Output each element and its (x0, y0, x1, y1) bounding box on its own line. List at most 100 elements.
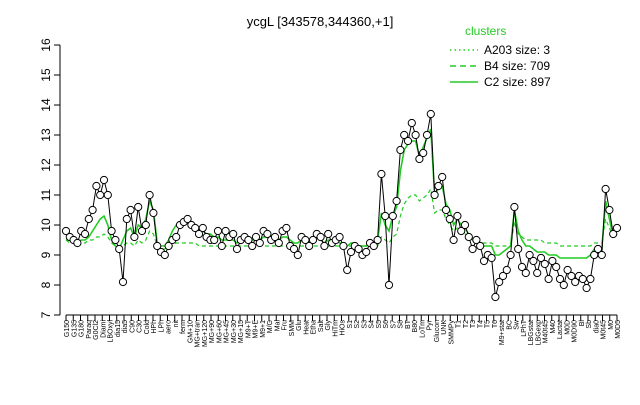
x-tick-label: Gly (325, 320, 332, 331)
x-tick-label: BC (506, 320, 513, 330)
x-tick-label: Glu (296, 320, 303, 331)
data-point (107, 226, 116, 236)
data-point (533, 268, 542, 278)
x-tick-label: HPh (151, 320, 158, 334)
y-tick-label: 10 (39, 218, 53, 232)
data-point (453, 211, 462, 221)
x-tick-label: HiOs (340, 320, 347, 336)
x-tick-label: G180 (79, 320, 86, 337)
data-point (407, 118, 416, 128)
data-point (320, 241, 329, 251)
x-tick-label: Salt (318, 320, 325, 332)
x-tick-label: MG+tran (195, 320, 202, 348)
x-tick-label: HiTm (332, 320, 339, 337)
x-tick-label: MG+90 (209, 320, 216, 343)
x-tick-label: M0D (564, 320, 571, 335)
data-point (84, 214, 93, 224)
data-point (506, 250, 515, 260)
data-point (164, 241, 173, 251)
data-point (597, 250, 606, 260)
data-point (130, 232, 139, 242)
data-point (430, 190, 439, 200)
x-tick-label: M0t45 (601, 320, 608, 340)
x-tick-label: Heat (303, 320, 310, 335)
data-point (92, 181, 101, 191)
data-point (563, 265, 572, 275)
x-tick-label: T1 (456, 320, 463, 328)
data-point (369, 241, 378, 251)
y-tick-label: 7 (39, 311, 53, 318)
data-point (529, 256, 538, 266)
x-tick-label: MG+45 (224, 320, 231, 343)
x-tick-label: Pyr (427, 319, 434, 330)
data-point (392, 196, 401, 206)
x-tick-label: M40t45 (543, 320, 550, 343)
data-point (137, 226, 147, 236)
y-tick-label: 8 (39, 281, 53, 288)
y-tick-label: 15 (39, 68, 53, 82)
data-point (582, 283, 591, 293)
x-tick-label: M/G (267, 320, 274, 333)
x-tick-label: Lactat (557, 320, 564, 339)
x-tick-label: Paraq (86, 320, 93, 339)
data-point (96, 190, 105, 200)
x-tick-label: S2 (354, 320, 361, 329)
data-point (111, 235, 120, 245)
x-tick-label: S7 (390, 320, 397, 329)
data-point (434, 181, 443, 191)
data-point (282, 223, 291, 233)
data-point (525, 250, 534, 260)
data-point (555, 274, 565, 284)
data-point (61, 226, 71, 236)
x-tick-label: MG+15 (238, 320, 245, 343)
data-point (270, 232, 280, 242)
data-point (335, 232, 344, 242)
data-point (457, 226, 466, 236)
data-point (552, 262, 561, 272)
data-point (540, 259, 549, 269)
data-point (419, 148, 428, 158)
series-line-data (65, 113, 618, 298)
data-point (548, 256, 557, 266)
data-point (464, 232, 473, 242)
data-point (339, 241, 348, 251)
data-point (487, 253, 496, 263)
x-tick-label: Diami (100, 320, 107, 338)
data-point (308, 235, 318, 245)
data-point (346, 247, 356, 257)
data-point (160, 250, 169, 260)
data-point (118, 277, 128, 287)
x-tick-label: LBOxyl (108, 320, 115, 343)
data-point (426, 109, 435, 119)
data-point (210, 235, 219, 245)
x-tick-label: ferm (180, 320, 187, 334)
data-point (491, 292, 500, 302)
data-point (194, 229, 204, 239)
data-point (495, 277, 504, 287)
legend-title: clusters (465, 24, 506, 38)
data-point (88, 205, 97, 215)
data-point (153, 241, 162, 251)
legend-label: B4 size: 709 (484, 59, 550, 73)
x-tick-label: Bl (579, 320, 586, 327)
data-point (293, 250, 302, 260)
x-tick-label: MG+30 (231, 320, 238, 343)
x-tick-label: S3 (361, 320, 368, 329)
data-point (536, 253, 546, 263)
data-point (232, 244, 242, 254)
data-point (510, 202, 519, 212)
x-tick-label: Fru (282, 320, 289, 331)
x-tick-label: S4 (369, 320, 376, 329)
x-tick-label: dia0 (593, 320, 600, 333)
data-point (198, 223, 207, 233)
x-tick-label: LoTm (419, 320, 426, 338)
data-point (472, 235, 481, 245)
data-point (251, 232, 261, 242)
data-point (571, 277, 580, 287)
x-tick-label: G0Cl2 (93, 320, 100, 340)
x-tick-label: M9+stat (499, 320, 506, 345)
data-point (441, 205, 451, 215)
legend-label: C2 size: 897 (484, 75, 551, 89)
data-point (521, 268, 530, 278)
